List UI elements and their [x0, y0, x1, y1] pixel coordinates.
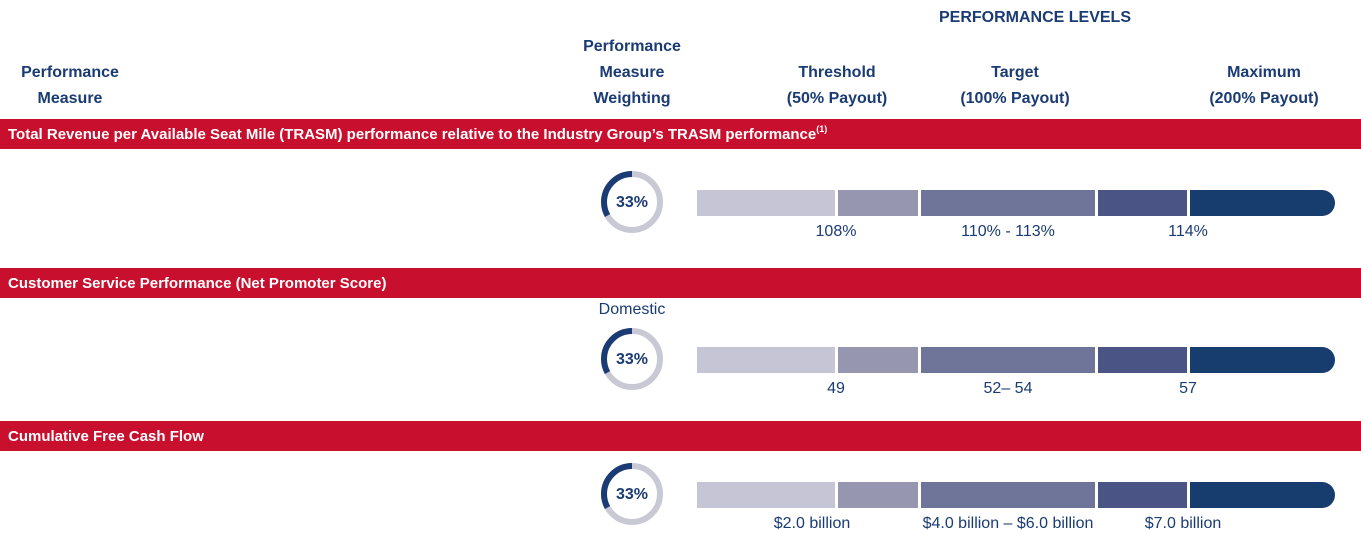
- row-band: [0, 268, 1361, 298]
- row-title: Total Revenue per Available Seat Mile (T…: [8, 124, 827, 143]
- weighting-label: 33%: [616, 486, 648, 503]
- donut-arc: [601, 463, 663, 525]
- bar-segment: [921, 190, 1095, 216]
- column-header: Weighting: [593, 90, 670, 107]
- column-header: Threshold: [798, 64, 875, 81]
- column-header: Target: [991, 64, 1039, 81]
- level-label: $2.0 billion: [774, 515, 851, 532]
- level-label: 52– 54: [984, 380, 1033, 397]
- weighting-label: 33%: [616, 194, 648, 211]
- row-title-text: Customer Service Performance (Net Promot…: [8, 275, 386, 292]
- row-band: [0, 119, 1361, 149]
- bar-segment: [1098, 347, 1187, 373]
- bar-segment: [697, 347, 835, 373]
- bar-segment: [1098, 482, 1187, 508]
- donut-arc: [601, 328, 663, 390]
- bar-segment: [838, 347, 918, 373]
- column-header: (100% Payout): [960, 90, 1069, 107]
- bar-segment: [697, 482, 835, 508]
- bar-segment: [838, 482, 918, 508]
- bar-segment: [697, 190, 835, 216]
- bar-segment: [838, 190, 918, 216]
- bar-segment: [921, 347, 1095, 373]
- row-title: Customer Service Performance (Net Promot…: [8, 275, 386, 292]
- level-label: 49: [827, 380, 845, 397]
- column-header: (50% Payout): [787, 90, 887, 107]
- level-label: 110% - 113%: [961, 223, 1055, 240]
- column-header: Performance: [21, 64, 119, 81]
- levels-title: PERFORMANCE LEVELS: [939, 9, 1131, 26]
- row-title-text: Cumulative Free Cash Flow: [8, 428, 204, 445]
- level-label: 57: [1179, 380, 1197, 397]
- bar-segment: [921, 482, 1095, 508]
- column-header: Maximum: [1227, 64, 1301, 81]
- level-label: $7.0 billion: [1145, 515, 1222, 532]
- level-label: 114%: [1168, 223, 1208, 240]
- row-band: [0, 421, 1361, 451]
- sublabel: Domestic: [599, 301, 666, 318]
- row-title-text: Total Revenue per Available Seat Mile (T…: [8, 126, 816, 143]
- donut-arc: [601, 171, 663, 233]
- bar-segment: [1190, 190, 1335, 216]
- column-header: (200% Payout): [1209, 90, 1318, 107]
- level-label: $4.0 billion – $6.0 billion: [923, 515, 1094, 532]
- column-header: Performance: [583, 38, 681, 55]
- bar-segment: [1190, 347, 1335, 373]
- bar-segment: [1190, 482, 1335, 508]
- footnote: (1): [816, 124, 827, 134]
- row-title: Cumulative Free Cash Flow: [8, 428, 204, 445]
- column-header: Measure: [38, 90, 103, 107]
- level-label: 108%: [816, 223, 857, 240]
- weighting-label: 33%: [616, 351, 648, 368]
- bar-segment: [1098, 190, 1187, 216]
- column-header: Measure: [600, 64, 665, 81]
